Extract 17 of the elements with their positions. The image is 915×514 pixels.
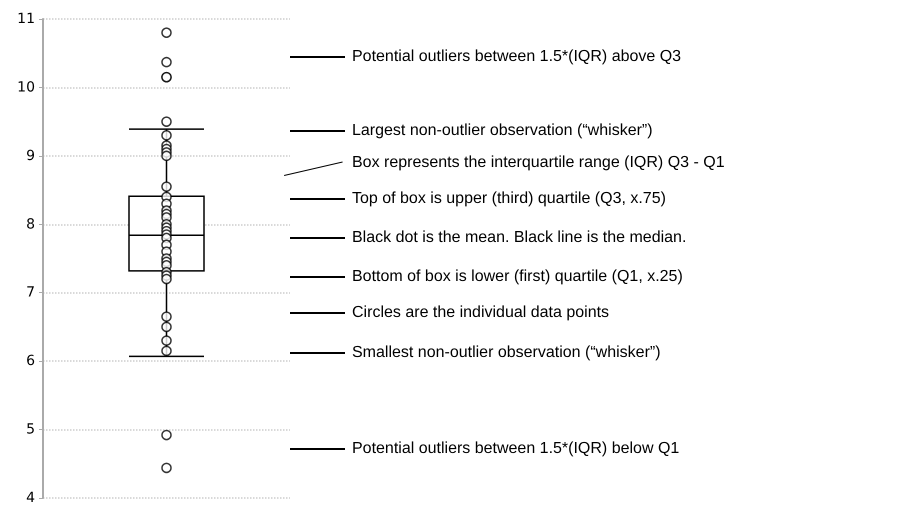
text: Top of box is upper (third) quartile (Q3, x.75) xyxy=(352,190,666,208)
y-tick-label: 4 xyxy=(26,490,36,506)
text: Potential outliers between 1.5*(IQR) above Q3 xyxy=(352,48,682,66)
text: Potential outliers between 1.5*(IQR) below Q1 xyxy=(352,440,680,458)
y-tick-label: 7 xyxy=(26,284,35,301)
y-tick-label: 5 xyxy=(26,422,35,438)
y-tick-label: 10 xyxy=(17,79,35,96)
text: Circles are the individual data points xyxy=(352,304,610,322)
text: Smallest non-outlier observation (“whisker”) xyxy=(352,344,661,362)
text: Bottom of box is lower (first) quartile (Q1, x.25) xyxy=(352,268,683,286)
y-tick-label: 11 xyxy=(17,11,35,27)
text: Black dot is the mean. Black line is the median. xyxy=(352,229,686,247)
text: Largest non-outlier observation (“whisker”) xyxy=(352,122,653,140)
y-tick-label: 8 xyxy=(26,216,35,232)
text: Box represents the interquartile range (IQR) Q3 - Q1 xyxy=(352,154,725,172)
y-tick-label: 6 xyxy=(26,353,36,370)
y-tick-label: 9 xyxy=(26,148,35,164)
